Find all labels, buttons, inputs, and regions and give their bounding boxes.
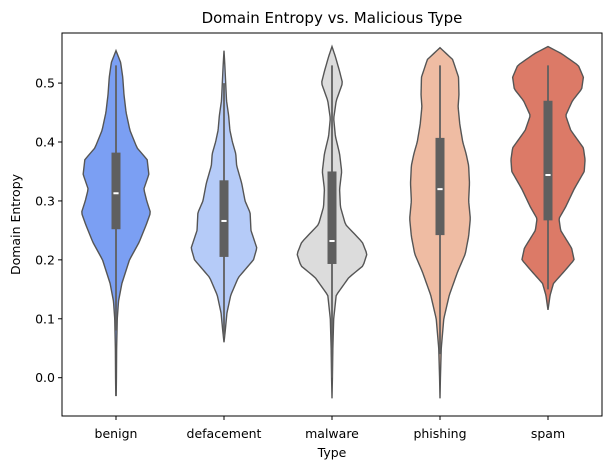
- x-tick-label-phishing: phishing: [413, 426, 466, 441]
- iqr-box-malware: [327, 171, 337, 264]
- x-axis: benign defacement malware phishing spam: [95, 416, 565, 441]
- iqr-box-defacement: [219, 180, 229, 257]
- x-tick-label-defacement: defacement: [187, 426, 262, 441]
- iqr-box-phishing: [435, 137, 445, 236]
- y-tick-label: 0.3: [35, 193, 55, 208]
- iqr-box-benign: [111, 152, 121, 230]
- y-tick-label: 0.1: [35, 311, 55, 326]
- violin-benign: [81, 48, 151, 397]
- y-tick-label: 0.2: [35, 252, 55, 267]
- violin-malware: [296, 44, 368, 399]
- chart-title: Domain Entropy vs. Malicious Type: [202, 9, 463, 27]
- x-axis-label: Type: [317, 445, 347, 460]
- y-tick-label: 0.4: [35, 135, 55, 150]
- iqr-box-spam: [543, 100, 553, 221]
- violin-spam: [510, 45, 586, 311]
- y-axis-label: Domain Entropy: [8, 173, 23, 275]
- y-axis: 0.0 0.1 0.2 0.3 0.4 0.5: [35, 76, 62, 385]
- x-tick-label-malware: malware: [305, 426, 359, 441]
- y-tick-label: 0.5: [35, 76, 55, 91]
- violin-defacement: [190, 50, 258, 343]
- violin-phishing: [409, 46, 471, 399]
- x-tick-label-spam: spam: [531, 426, 565, 441]
- x-tick-label-benign: benign: [95, 426, 138, 441]
- plot-area: [81, 44, 586, 399]
- y-tick-label: 0.0: [35, 370, 55, 385]
